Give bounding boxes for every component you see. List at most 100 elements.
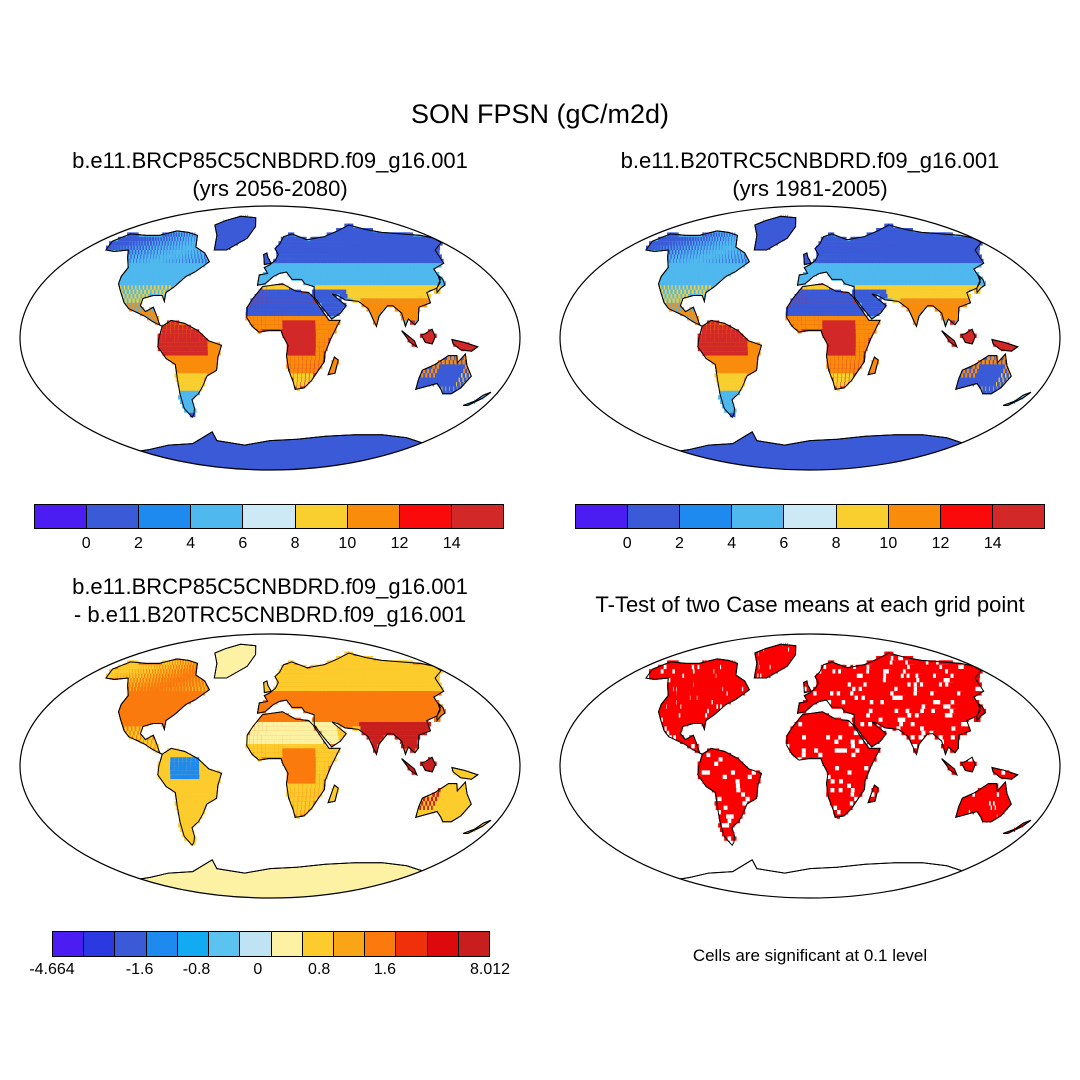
grid-cell [313, 704, 318, 709]
grid-cell [162, 704, 164, 709]
grid-cell [253, 311, 258, 316]
grid-cell [839, 236, 844, 242]
grid-cell [234, 660, 235, 665]
grid-cell [320, 276, 326, 281]
grid-cell [306, 739, 311, 744]
grid-cell [147, 241, 149, 246]
grid-cell [298, 276, 304, 281]
grid-cell [337, 673, 343, 678]
grid-cell [182, 333, 187, 338]
grid-cell [834, 316, 839, 321]
grid-cell [163, 695, 165, 700]
grid-cell [317, 280, 323, 286]
grid-cell [408, 739, 414, 744]
grid-cell [306, 311, 311, 316]
grid-cell [180, 390, 186, 396]
grid-cell [298, 704, 304, 709]
grid-cell [967, 377, 969, 382]
grid-cell [914, 285, 921, 290]
grid-cell [836, 263, 841, 268]
grid-cell [169, 691, 171, 696]
grid-cell [266, 307, 270, 312]
grid-cell [917, 258, 924, 264]
grid-cell [299, 333, 304, 338]
grid-cell [903, 294, 909, 299]
grid-cell [810, 263, 814, 268]
grid-cell [806, 289, 810, 294]
grid-cell [188, 682, 189, 687]
grid-cell [330, 713, 335, 718]
grid-cell [907, 285, 913, 290]
grid-cell [165, 236, 168, 242]
grid-cell [379, 272, 386, 277]
grid-cell [152, 241, 155, 246]
grid-cell [815, 245, 820, 250]
grid-cell [301, 294, 306, 299]
grid-cell [318, 695, 323, 700]
coastline-sa [157, 319, 223, 419]
grid-cell [304, 382, 309, 387]
grid-cell [321, 298, 326, 303]
grid-cell [172, 660, 175, 665]
grid-cell [839, 338, 844, 343]
grid-cell [182, 386, 188, 391]
grid-cell [842, 276, 847, 281]
grid-cell [363, 691, 370, 696]
grid-cell [258, 294, 263, 299]
grid-cell [409, 302, 415, 308]
grid-cell [974, 285, 982, 290]
grid-cell [174, 236, 176, 242]
grid-cell [290, 346, 295, 352]
grid-cell [251, 651, 253, 656]
grid-cell [303, 678, 308, 683]
grid-cell [189, 232, 191, 237]
grid-cell [866, 236, 872, 242]
grid-cell [928, 276, 935, 281]
grid-cell [178, 333, 183, 338]
grid-cell [306, 691, 312, 696]
grid-cell [845, 272, 850, 277]
grid-cell [175, 245, 177, 250]
grid-cell [456, 364, 460, 369]
grid-cell [315, 333, 320, 338]
grid-cell [945, 302, 951, 308]
grid-cell [171, 748, 175, 753]
grid-cell [315, 686, 321, 692]
grid-cell [241, 219, 243, 224]
grid-cell [175, 360, 181, 365]
grid-cell [304, 722, 310, 727]
grid-cell [266, 294, 270, 299]
grid-cell [253, 744, 258, 749]
grid-cell [150, 669, 152, 674]
coastline-na [105, 230, 210, 327]
grid-cell [328, 324, 333, 330]
grid-cell [227, 241, 229, 246]
grid-cell [163, 717, 166, 722]
grid-cell [303, 342, 308, 347]
grid-cell [348, 254, 355, 259]
grid-cell [155, 669, 158, 674]
grid-cell [810, 307, 815, 312]
grid-cell [830, 360, 835, 365]
grid-cell [849, 373, 854, 378]
grid-cell [358, 272, 364, 277]
grid-cell [790, 302, 794, 308]
grid-cell [298, 241, 303, 246]
grid-cell [848, 258, 854, 264]
grid-cell [372, 708, 379, 714]
grid-cell [938, 307, 944, 312]
grid-cell [198, 373, 204, 378]
grid-cell [191, 695, 193, 700]
grid-cell [231, 232, 233, 237]
grid-cell [973, 263, 982, 268]
grid-cell [307, 267, 313, 272]
grid-cell [403, 726, 410, 731]
grid-cell [821, 302, 827, 308]
grid-cell [845, 373, 850, 378]
grid-cell [376, 695, 383, 700]
grid-cell [286, 748, 291, 753]
grid-cell [961, 382, 963, 387]
grid-cell [294, 236, 299, 242]
grid-cell [226, 673, 228, 678]
grid-cell [199, 263, 202, 268]
